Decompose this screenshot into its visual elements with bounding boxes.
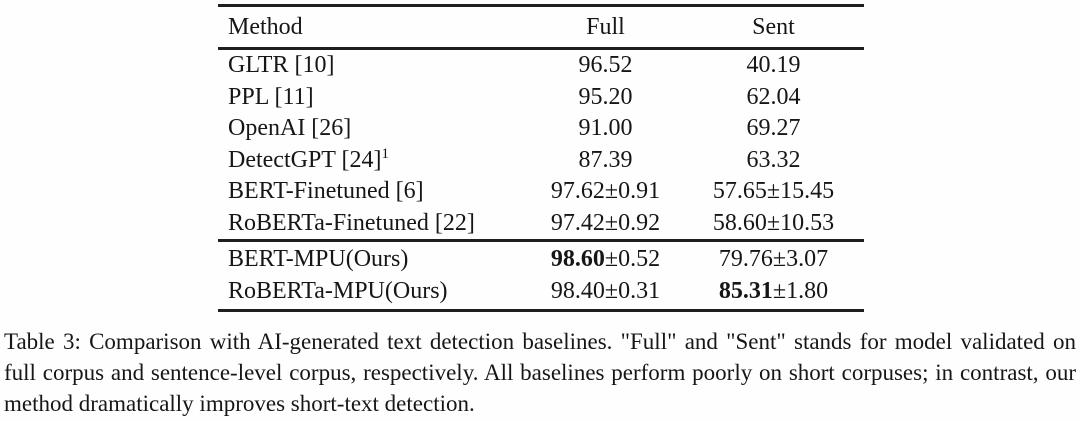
sent-value-segment: 62.04 [746,83,801,110]
method-cell: RoBERTa-MPU(Ours) [218,278,528,305]
method-cell: GLTR [10] [218,52,528,79]
method-cell: RoBERTa-Finetuned [22] [218,210,528,237]
full-value-segment: 98.60 [550,246,605,273]
sent-value-segment: 58.60±10.53 [712,209,835,236]
method-value-segment: RoBERTa-MPU(Ours) [228,277,448,304]
sent-value-segment: 79.76±3.07 [718,246,829,273]
method-value-segment: 1 [381,145,389,162]
full-value-segment: ±0.52 [604,246,661,273]
sent-value-segment: 85.31 [718,277,773,304]
method-value-segment: DetectGPT [24] [228,146,382,173]
method-value-segment: OpenAI [26] [228,115,352,142]
column-header-sent: Sent [752,13,795,40]
results-table: Method Full Sent GLTR [10] 96.52 40.19 PPL … [218,4,864,312]
sent-value-segment: 40.19 [746,52,801,79]
table-row: GLTR [10] 96.52 40.19 [218,50,864,82]
table-row: BERT-MPU(Ours) 98.60±0.52 79.76±3.07 [218,244,864,276]
table-header-rule [218,47,864,50]
full-value-segment: 87.39 [578,146,633,173]
method-value-segment: BERT-MPU(Ours) [228,246,409,273]
method-value-segment: BERT-Finetuned [6] [228,178,424,205]
method-cell: PPL [11] [218,84,528,111]
table-bottom-rule [218,309,864,312]
full-cell: 97.62±0.91 [528,178,683,205]
method-cell: BERT-Finetuned [6] [218,178,528,205]
full-value-segment: 91.00 [578,115,633,142]
sent-cell: 62.04 [683,84,864,111]
sent-value-segment: 63.32 [746,146,801,173]
full-cell: 96.52 [528,52,683,79]
sent-cell: 63.32 [683,147,864,174]
table-row: RoBERTa-Finetuned [22] 97.42±0.92 58.60±10… [218,208,864,240]
full-value-segment: 95.20 [578,83,633,110]
table-header-row: Method Full Sent [218,7,864,47]
sent-cell: 85.31±1.80 [683,278,864,305]
method-value-segment: PPL [11] [228,83,314,110]
column-header-full: Full [586,13,625,40]
full-cell: 87.39 [528,147,683,174]
table-row: RoBERTa-MPU(Ours) 98.40±0.31 85.31±1.80 [218,276,864,308]
full-cell: 98.60±0.52 [528,246,683,273]
sent-cell: 79.76±3.07 [683,246,864,273]
column-header-method: Method [228,13,303,40]
sent-cell: 40.19 [683,52,864,79]
full-value-segment: 96.52 [578,52,633,79]
full-cell: 91.00 [528,115,683,142]
baselines-section: GLTR [10] 96.52 40.19 PPL [11] 95.20 62.04 Ope… [218,50,864,239]
table-caption: Table 3: Comparison with AI-generated te… [4,329,1076,416]
full-value-segment: 97.42±0.92 [550,209,661,236]
method-cell: OpenAI [26] [218,115,528,142]
sent-value-segment: 57.65±15.45 [712,178,835,205]
table-row: PPL [11] 95.20 62.04 [218,82,864,114]
sent-value-segment: ±1.80 [772,277,829,304]
table-row: BERT-Finetuned [6] 97.62±0.91 57.65±15.45 [218,176,864,208]
method-value-segment: RoBERTa-Finetuned [22] [228,209,475,236]
full-cell: 95.20 [528,84,683,111]
ours-section: BERT-MPU(Ours) 98.60±0.52 79.76±3.07 RoBERT… [218,242,864,309]
table-row: DetectGPT [24]1 87.39 63.32 [218,145,864,177]
method-cell: DetectGPT [24]1 [218,145,528,174]
sent-value-segment: 69.27 [746,115,801,142]
sent-cell: 57.65±15.45 [683,178,864,205]
method-value-segment: GLTR [10] [228,52,335,79]
sent-cell: 58.60±10.53 [683,210,864,237]
table-mid-rule [218,239,864,242]
sent-cell: 69.27 [683,115,864,142]
table-top-rule [218,4,864,7]
full-cell: 98.40±0.31 [528,278,683,305]
full-value-segment: 98.40±0.31 [550,277,661,304]
full-value-segment: 97.62±0.91 [550,178,661,205]
full-cell: 97.42±0.92 [528,210,683,237]
table-row: OpenAI [26] 91.00 69.27 [218,113,864,145]
method-cell: BERT-MPU(Ours) [218,246,528,273]
